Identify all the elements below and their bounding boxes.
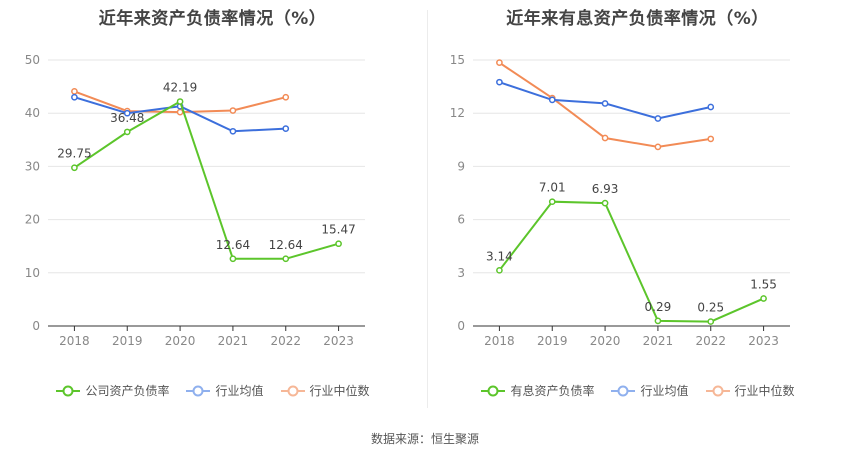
data-point: [71, 164, 78, 172]
data-point: [601, 134, 609, 142]
data-point: [229, 255, 237, 263]
legend-label: 公司资产负债率: [85, 384, 170, 398]
data-point: [71, 88, 78, 95]
legend-item-company[interactable]: 有息资产负债率: [480, 382, 594, 399]
data-point: [707, 135, 715, 143]
y-tick-label: 12: [450, 106, 465, 120]
series-line: [73, 100, 339, 260]
legend-label: 行业中位数: [734, 384, 795, 398]
y-tick-label: 15: [450, 53, 465, 67]
data-point: [176, 108, 184, 116]
data-point: [496, 266, 503, 274]
y-tick-label: 20: [25, 213, 40, 227]
right-chart-panel: 近年来有息资产负债率情况（%） 0 3 6 9 12 15 2018 2019 2020 2021…: [425, 0, 850, 420]
x-tick-label: 2018: [59, 334, 90, 348]
data-label: 12.64: [216, 238, 250, 252]
asset-liability-ratio-chart: 0 10 20 30 40 50 2018 2019 2020 2021 2022 2023 29.75…: [25, 53, 365, 348]
y-tick-label: 30: [25, 159, 40, 173]
legend-label: 有息资产负债率: [510, 384, 595, 398]
x-tick-label: 2023: [323, 334, 354, 348]
y-tick-label: 10: [25, 266, 40, 280]
x-tick-label: 2018: [484, 334, 515, 348]
legend-item-industry-mean[interactable]: 行业均值: [185, 382, 264, 399]
legend-label: 行业均值: [640, 384, 689, 398]
legend-line-icon: [280, 385, 305, 396]
data-point: [123, 109, 131, 117]
x-tick-label: 2019: [537, 334, 568, 348]
chart-title: 近年来有息资产负债率情况（%）: [506, 9, 769, 29]
legend-line-icon: [705, 385, 730, 396]
data-point: [229, 127, 237, 135]
data-point: [760, 295, 767, 302]
legend-line-icon: [56, 385, 81, 396]
y-tick-label: 0: [457, 319, 465, 333]
series-line: [498, 200, 765, 323]
data-point: [496, 59, 503, 67]
legend-line-icon: [481, 385, 506, 396]
data-point: [496, 78, 503, 86]
chart-legend: 有息资产负债率 行业均值 行业中位数: [425, 382, 850, 399]
legend-line-icon: [611, 385, 636, 396]
data-label: 15.47: [321, 223, 355, 237]
x-tick-label: 2023: [748, 334, 779, 348]
data-label: 7.01: [539, 181, 566, 195]
data-point: [176, 98, 184, 105]
left-chart-panel: 近年来资产负债率情况（%） 0 10 20 30 40 50 2018 2019 2020 202…: [0, 0, 425, 420]
legend-item-industry-mean[interactable]: 行业均值: [610, 382, 689, 399]
data-point: [71, 93, 78, 101]
data-label: 29.75: [57, 147, 91, 161]
data-label: 6.93: [592, 182, 619, 196]
data-point: [548, 96, 556, 104]
data-point: [282, 125, 290, 132]
data-point: [707, 318, 715, 325]
data-point: [654, 115, 662, 122]
data-point: [123, 128, 131, 136]
legend-label: 行业均值: [215, 384, 264, 398]
y-tick-label: 40: [25, 106, 40, 120]
data-label: 3.14: [486, 249, 513, 263]
legend-item-company[interactable]: 公司资产负债率: [55, 382, 169, 399]
x-tick-label: 2021: [643, 334, 674, 348]
data-point: [601, 199, 609, 207]
y-tick-label: 9: [457, 159, 465, 173]
data-label: 0.25: [697, 301, 724, 315]
data-point: [282, 255, 290, 263]
data-point: [654, 143, 662, 151]
y-tick-label: 0: [32, 319, 40, 333]
data-label: 36.48: [110, 111, 144, 125]
data-point: [707, 103, 715, 111]
data-point: [282, 93, 290, 101]
y-tick-label: 6: [457, 213, 465, 227]
data-label: 12.64: [269, 238, 303, 252]
x-tick-label: 2021: [218, 334, 249, 348]
interest-bearing-liability-ratio-chart: 0 3 6 9 12 15 2018 2019 2020 2021 2022 2023 3.14 7.01…: [450, 53, 790, 348]
legend-line-icon: [186, 385, 211, 396]
data-label: 1.55: [750, 278, 777, 292]
legend-label: 行业中位数: [309, 384, 370, 398]
data-point: [601, 100, 609, 107]
legend-item-industry-median[interactable]: 行业中位数: [705, 382, 795, 399]
legend-item-industry-median[interactable]: 行业中位数: [280, 382, 370, 399]
data-label: 42.19: [163, 81, 197, 95]
data-point: [229, 107, 237, 114]
data-source: 数据来源：恒生聚源: [370, 432, 479, 446]
y-tick-label: 50: [25, 53, 40, 67]
y-tick-label: 3: [457, 266, 465, 280]
chart-title: 近年来资产负债率情况（%）: [98, 9, 327, 29]
x-tick-label: 2020: [590, 334, 621, 348]
data-label: 0.29: [645, 300, 672, 314]
data-point: [548, 198, 556, 206]
panel-divider: [427, 10, 428, 408]
x-tick-label: 2022: [695, 334, 726, 348]
data-point: [335, 240, 342, 248]
x-tick-label: 2020: [165, 334, 196, 348]
chart-legend: 公司资产负债率 行业均值 行业中位数: [0, 382, 425, 399]
x-tick-label: 2022: [270, 334, 301, 348]
data-point: [654, 317, 662, 325]
x-tick-label: 2019: [112, 334, 143, 348]
